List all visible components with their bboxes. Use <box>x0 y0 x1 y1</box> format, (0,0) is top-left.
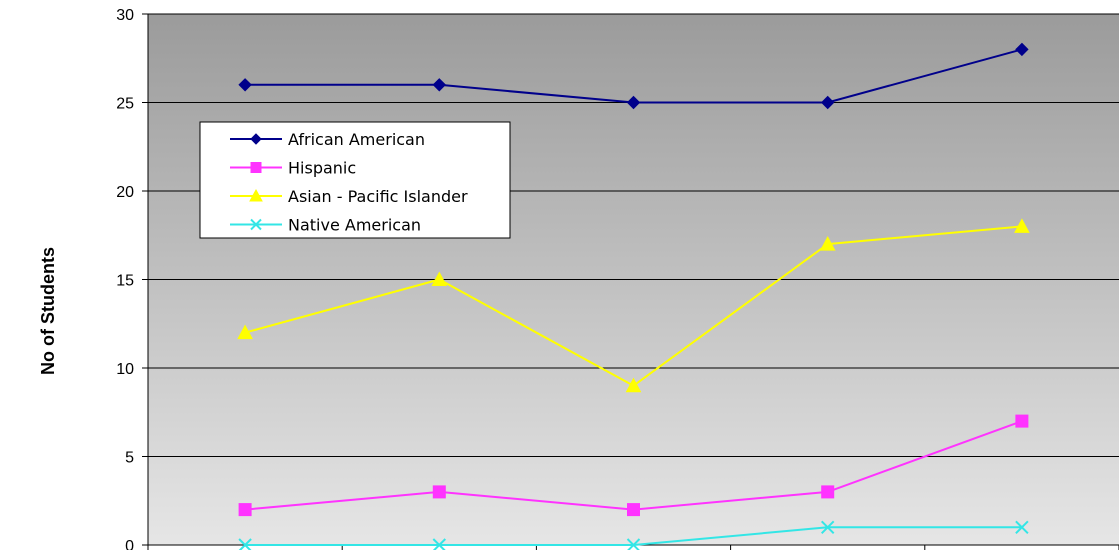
y-axis-label: No of Students <box>38 247 58 375</box>
y-tick-label: 0 <box>125 538 134 550</box>
series-hispanic <box>238 414 1029 517</box>
y-tick-label: 25 <box>116 96 134 113</box>
data-point-triangle <box>1014 218 1030 233</box>
legend-item: Native American <box>230 216 421 235</box>
series-african-american <box>238 42 1029 110</box>
legend-label: Asian - Pacific Islander <box>288 187 468 206</box>
y-tick-label: 20 <box>116 184 134 201</box>
legend-box <box>199 121 511 239</box>
data-point-diamond <box>432 78 447 92</box>
data-point-square <box>238 503 252 517</box>
data-point-diamond <box>1015 42 1029 57</box>
data-point-diamond <box>250 133 262 145</box>
legend-item: Hispanic <box>230 159 356 178</box>
data-point-x <box>238 538 252 550</box>
y-tick-label: 15 <box>116 273 134 290</box>
data-point-square <box>821 485 835 499</box>
legend: African American Hispanic Asian - Pacific … <box>199 121 511 239</box>
y-tick-label: 10 <box>116 361 134 378</box>
data-point-triangle <box>431 271 448 286</box>
legend-label: Native American <box>288 216 421 235</box>
legend-label: African American <box>288 130 425 149</box>
data-point-triangle <box>625 377 642 393</box>
data-point-x <box>626 538 641 550</box>
data-point-diamond <box>626 95 641 110</box>
series-asian-pacific-islander <box>237 218 1030 393</box>
data-point-square <box>627 503 640 517</box>
data-point-square <box>1015 414 1029 428</box>
y-tick-label: 5 <box>125 450 134 467</box>
data-point-x <box>250 218 262 231</box>
series-native-american <box>238 520 1029 550</box>
data-point-x <box>432 538 447 550</box>
data-point-x <box>1015 520 1029 535</box>
legend-label: Hispanic <box>288 159 356 178</box>
legend-item: African American <box>230 130 425 149</box>
y-tick-labels: 0 5 10 15 20 25 30 <box>116 7 134 550</box>
data-point-x <box>820 520 835 535</box>
data-point-diamond <box>820 95 835 110</box>
data-point-triangle <box>237 324 253 340</box>
data-point-square <box>432 485 446 499</box>
data-point-triangle <box>819 236 836 251</box>
data-point-triangle <box>249 188 263 202</box>
data-point-diamond <box>238 78 252 92</box>
y-tick-label: 30 <box>116 7 134 24</box>
data-point-square <box>250 162 262 173</box>
series-group <box>237 42 1030 550</box>
legend-item: Asian - Pacific Islander <box>230 187 468 206</box>
